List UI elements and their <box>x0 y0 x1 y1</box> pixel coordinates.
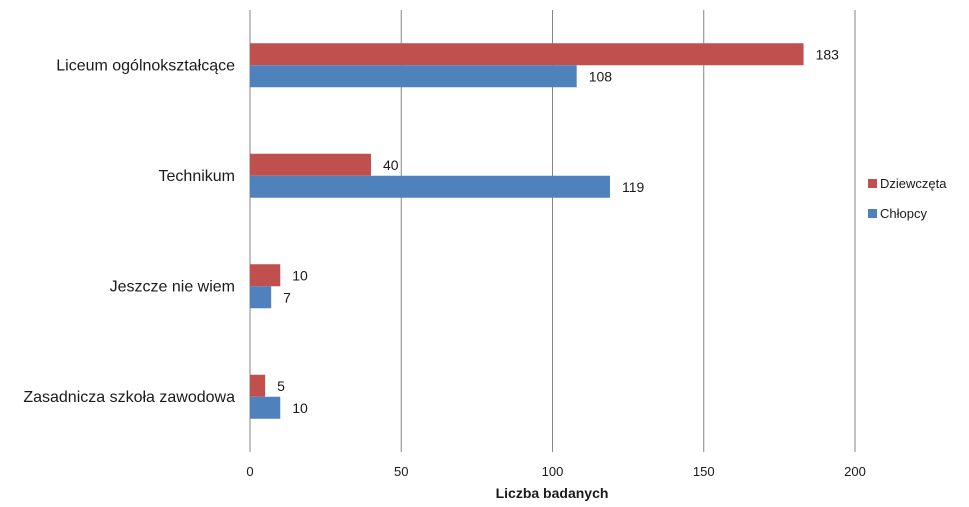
bar-chlopcy <box>250 175 610 198</box>
legend-swatch <box>868 179 877 188</box>
bar-dziewczeta <box>250 153 371 176</box>
bar-chlopcy <box>250 396 281 419</box>
bar-chlopcy <box>250 286 272 309</box>
bar-dziewczeta <box>250 374 266 397</box>
x-tick-label: 200 <box>844 464 866 479</box>
data-label: 10 <box>292 267 308 283</box>
category-label: Technikum <box>159 168 235 185</box>
legend-label: Chłopcy <box>880 206 927 221</box>
legend: Dziewczęta Chłopcy <box>868 176 947 221</box>
data-label: 7 <box>283 289 291 305</box>
data-label: 10 <box>292 400 308 416</box>
data-label: 108 <box>589 68 613 84</box>
data-label: 183 <box>816 46 840 62</box>
x-tick-label: 50 <box>394 464 408 479</box>
category-label: Jeszcze nie wiem <box>110 278 235 295</box>
data-label: 5 <box>277 378 285 394</box>
legend-swatch <box>868 209 877 218</box>
x-tick-label: 150 <box>693 464 715 479</box>
legend-label: Dziewczęta <box>880 176 947 191</box>
category-label: Zasadnicza szkoła zawodowa <box>23 389 235 406</box>
data-label: 119 <box>622 179 645 195</box>
x-tick-label: 0 <box>246 464 253 479</box>
bars <box>250 43 804 419</box>
bar-dziewczeta <box>250 264 281 287</box>
bar-dziewczeta <box>250 43 804 66</box>
x-tick-label: 100 <box>542 464 564 479</box>
category-label: Liceum ogólnokształcące <box>56 57 235 74</box>
data-label: 40 <box>383 157 399 173</box>
bar-chlopcy <box>250 65 577 88</box>
category-labels: Liceum ogólnokształcące Technikum Jeszcze … <box>23 57 235 406</box>
x-axis-title: Liczba badanych <box>496 485 609 501</box>
x-tick-labels: 0 50 100 150 200 <box>246 464 865 479</box>
